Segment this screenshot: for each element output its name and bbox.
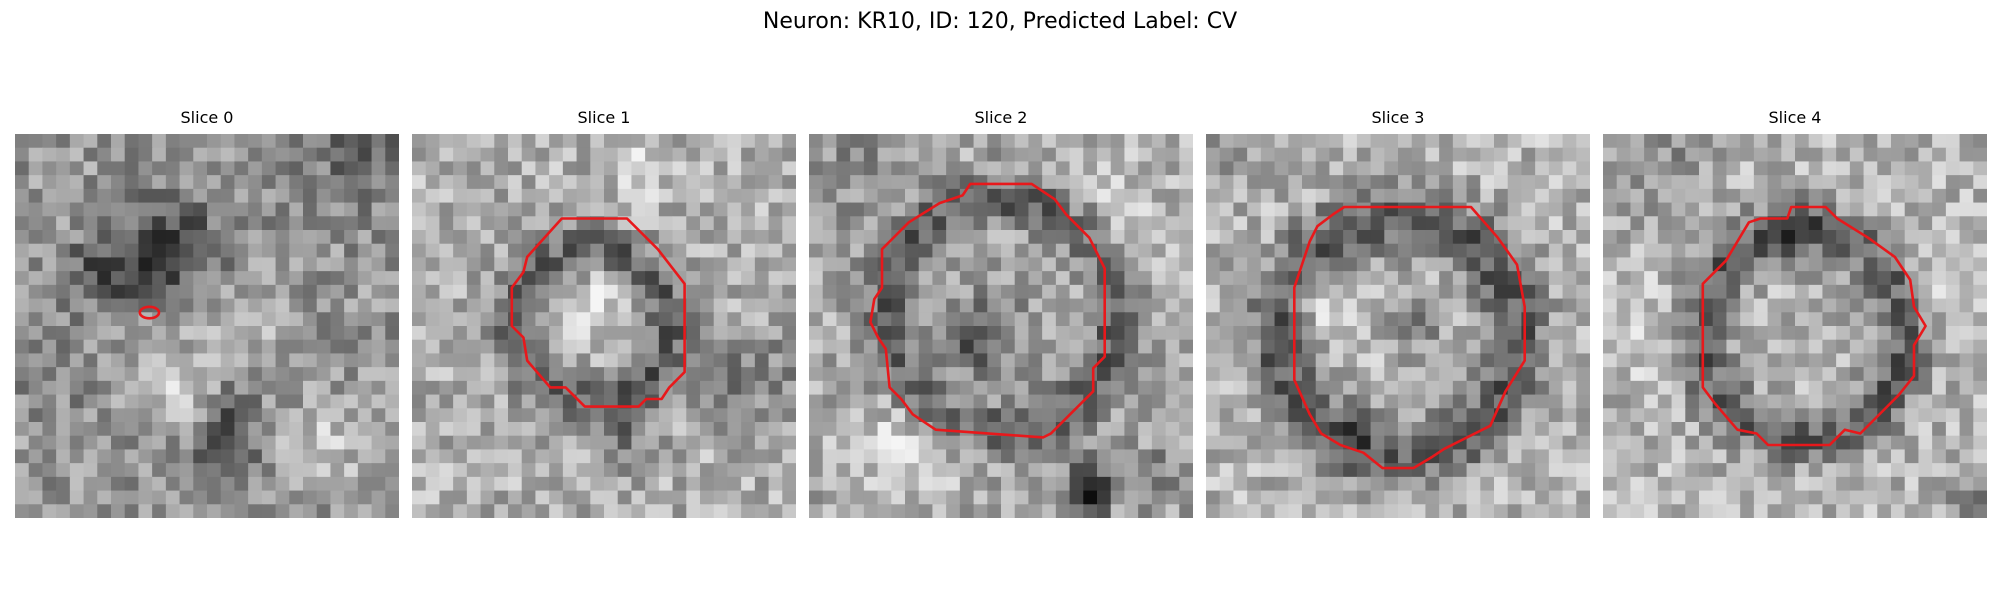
- slice-panel-3: Slice 3: [1206, 108, 1590, 518]
- slice-title-4: Slice 4: [1768, 108, 1822, 127]
- figure-title: Neuron: KR10, ID: 120, Predicted Label: …: [762, 9, 1238, 34]
- slice-image-2: [809, 134, 1193, 518]
- slice-panel-1: Slice 1: [412, 108, 796, 518]
- slice-title-2: Slice 2: [974, 108, 1028, 127]
- slice-title-1: Slice 1: [577, 108, 631, 127]
- slice-image-0: [15, 134, 399, 518]
- cell-contour-1: [510, 217, 686, 408]
- cell-contour-3: [1293, 205, 1527, 470]
- slice-panel-2: Slice 2: [809, 108, 1193, 518]
- cell-contour-2: [869, 182, 1107, 439]
- slice-title-0: Slice 0: [180, 108, 234, 127]
- slice-panel-4: Slice 4: [1603, 108, 1987, 518]
- slice-image-1: [412, 134, 796, 518]
- slice-title-3: Slice 3: [1371, 108, 1425, 127]
- slice-image-4: [1603, 134, 1987, 518]
- slice-panel-0: Slice 0: [15, 108, 399, 518]
- cell-contour-4: [1701, 205, 1927, 447]
- slice-image-3: [1206, 134, 1590, 518]
- cell-contour-0: [138, 305, 161, 320]
